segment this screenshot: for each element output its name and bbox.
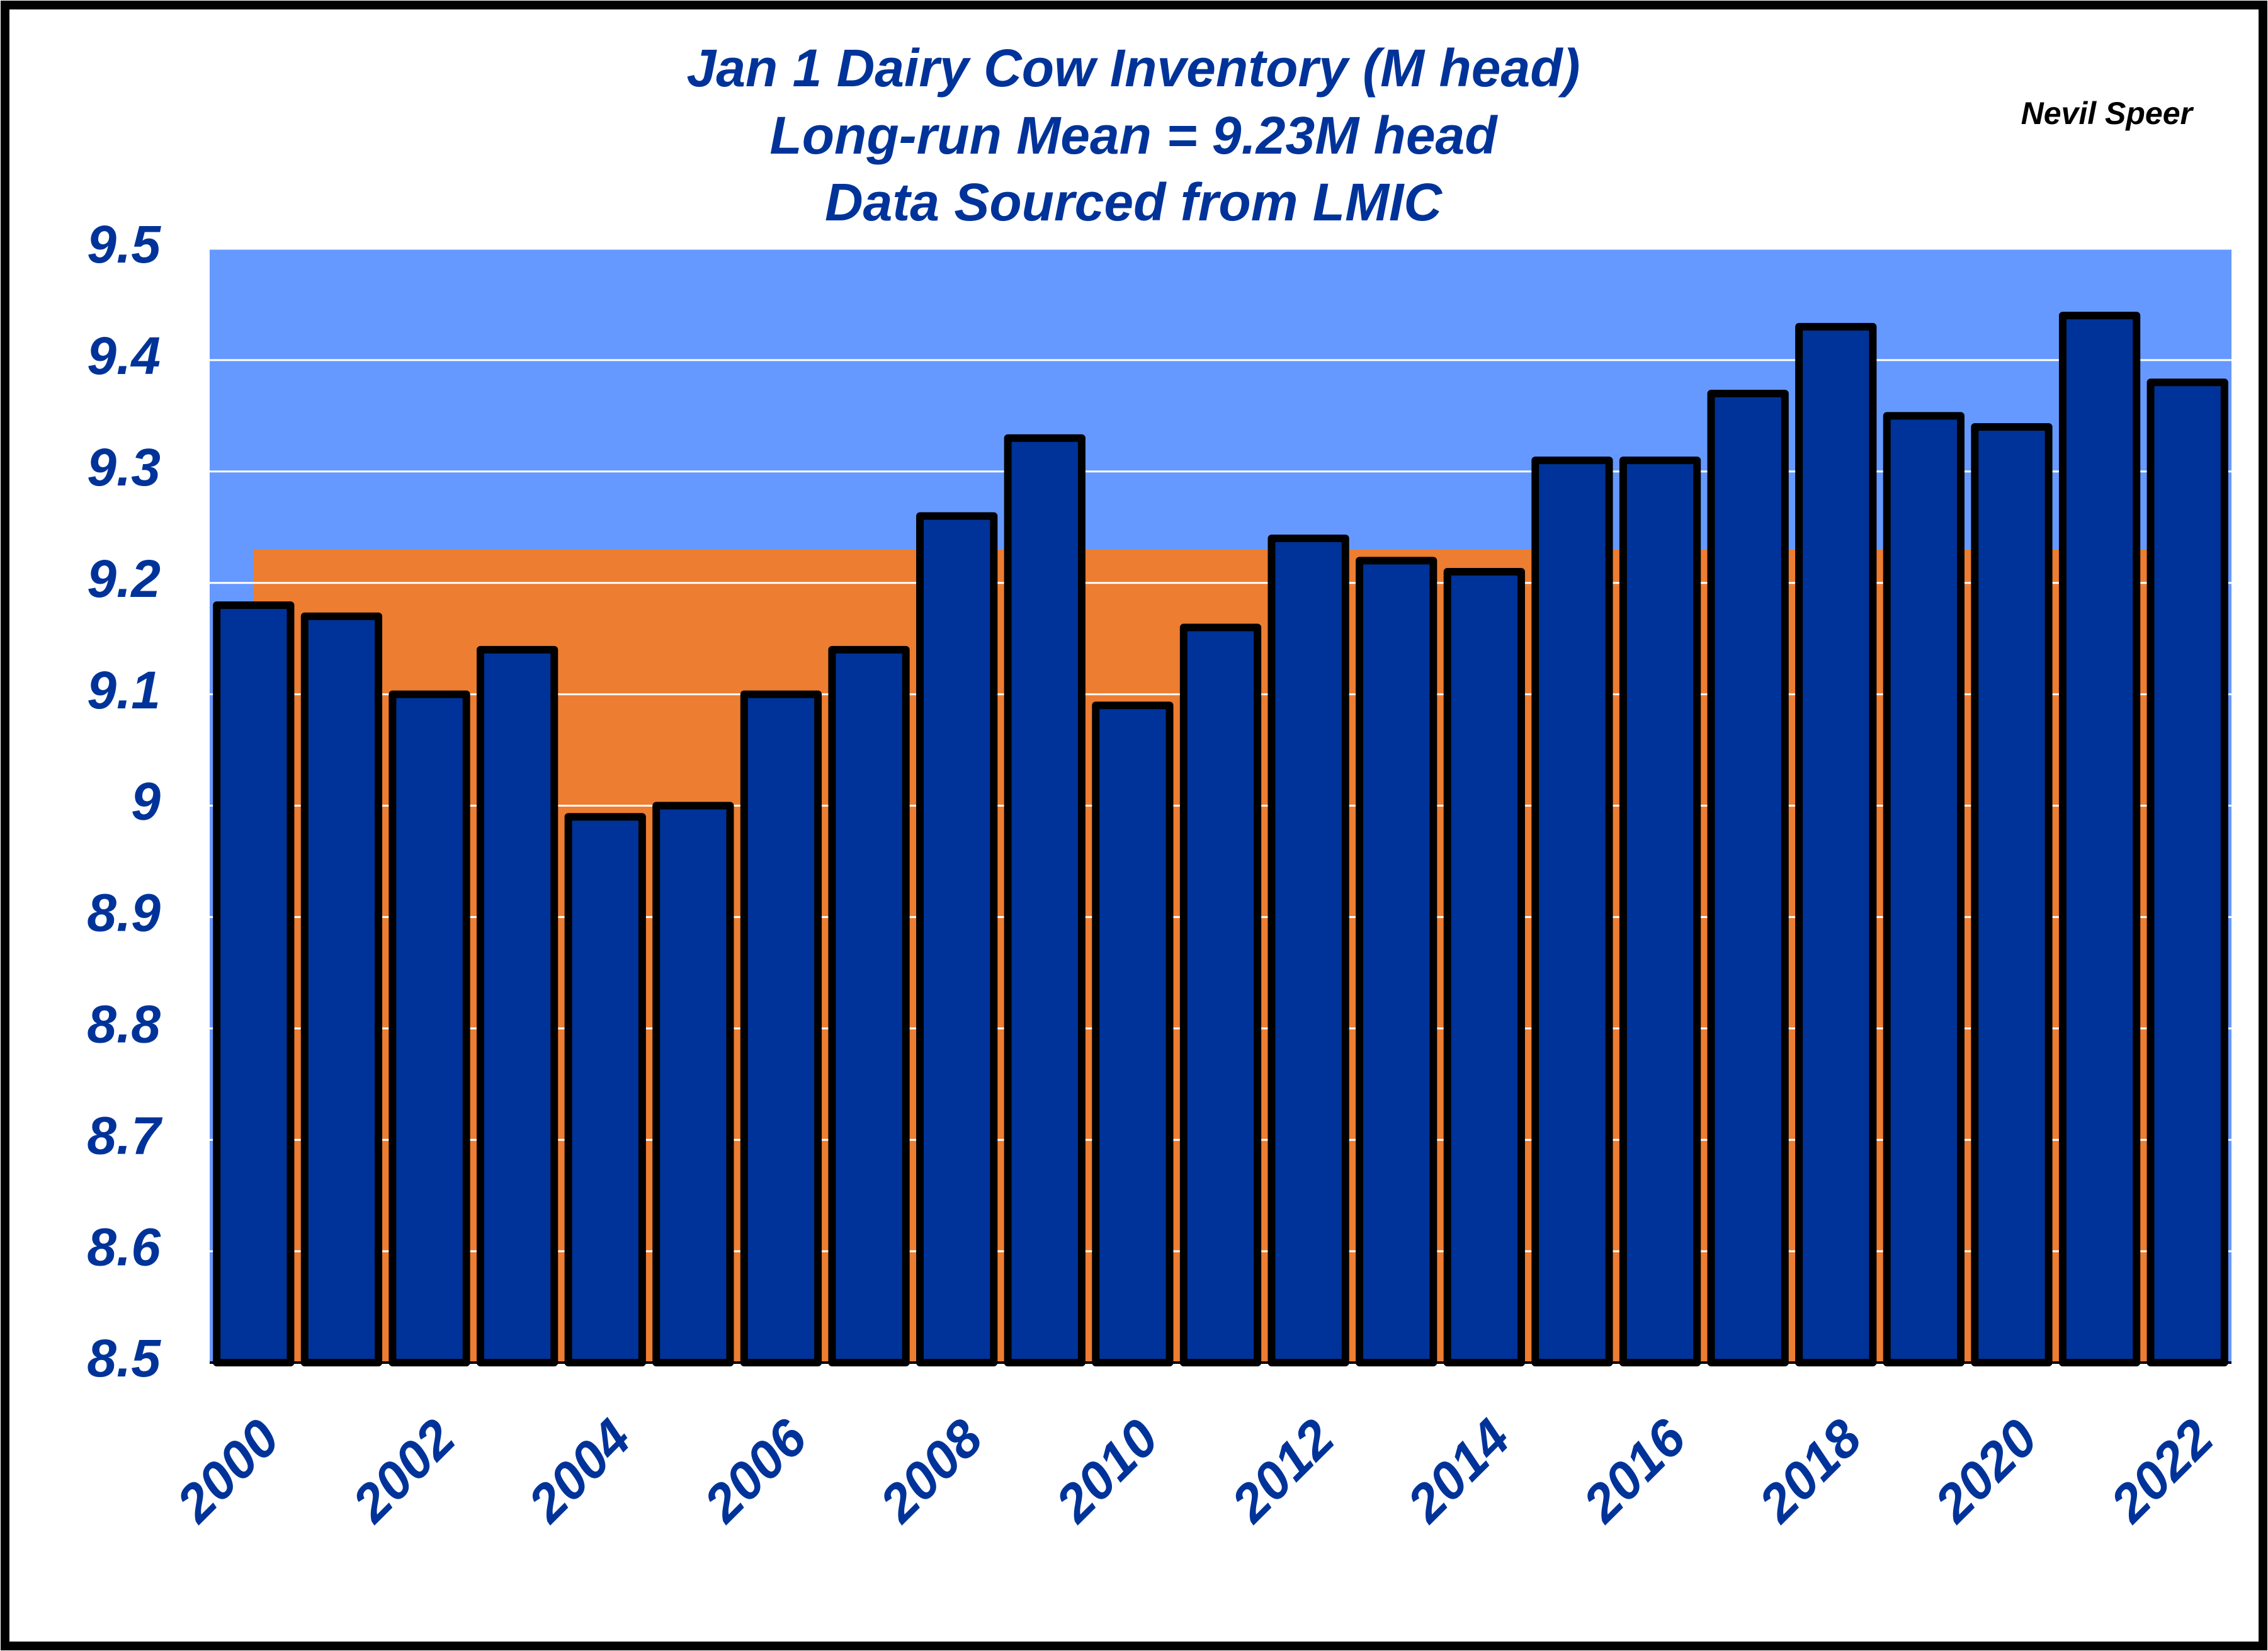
y-tick-label: 9.4 xyxy=(87,326,161,385)
bar xyxy=(1179,623,1262,1367)
y-tick-label: 8.6 xyxy=(87,1217,161,1276)
bar xyxy=(740,690,822,1366)
y-tick-label: 8.5 xyxy=(87,1329,161,1388)
chart-title: Jan 1 Dairy Cow Inventory (M head) xyxy=(687,38,1580,98)
bar xyxy=(1707,389,1789,1366)
y-tick-label: 8.8 xyxy=(87,994,161,1053)
bar xyxy=(1619,457,1701,1366)
y-tick-label: 9.3 xyxy=(87,438,161,497)
bar xyxy=(300,612,383,1366)
bar xyxy=(652,802,734,1366)
y-tick-label: 8.7 xyxy=(87,1106,162,1165)
bar xyxy=(1531,457,1613,1366)
bar xyxy=(1356,557,1437,1367)
bar xyxy=(1795,322,1877,1367)
bar xyxy=(1267,534,1349,1367)
bar xyxy=(916,512,998,1366)
bar xyxy=(388,690,470,1366)
bar xyxy=(2058,312,2141,1366)
chart-subtitle: Long-run Mean = 9.23M head xyxy=(769,106,1498,165)
bar xyxy=(1443,568,1525,1366)
bar xyxy=(476,645,558,1366)
bar xyxy=(1971,423,2053,1366)
bar xyxy=(1004,434,1086,1366)
y-tick-label: 9.5 xyxy=(87,215,161,274)
y-tick-label: 9.1 xyxy=(87,661,161,720)
y-tick-label: 9.2 xyxy=(87,549,161,608)
author: Nevil Speer xyxy=(2021,96,2194,131)
chart-subtitle: Data Sourced from LMIC xyxy=(825,173,1443,232)
y-tick-label: 8.9 xyxy=(87,883,161,943)
bar xyxy=(828,645,910,1366)
bar xyxy=(1092,701,1174,1366)
y-tick-label: 9 xyxy=(131,772,161,831)
bar xyxy=(2146,378,2228,1366)
bar xyxy=(213,601,295,1367)
bar xyxy=(1883,412,1965,1366)
bar xyxy=(564,813,646,1366)
